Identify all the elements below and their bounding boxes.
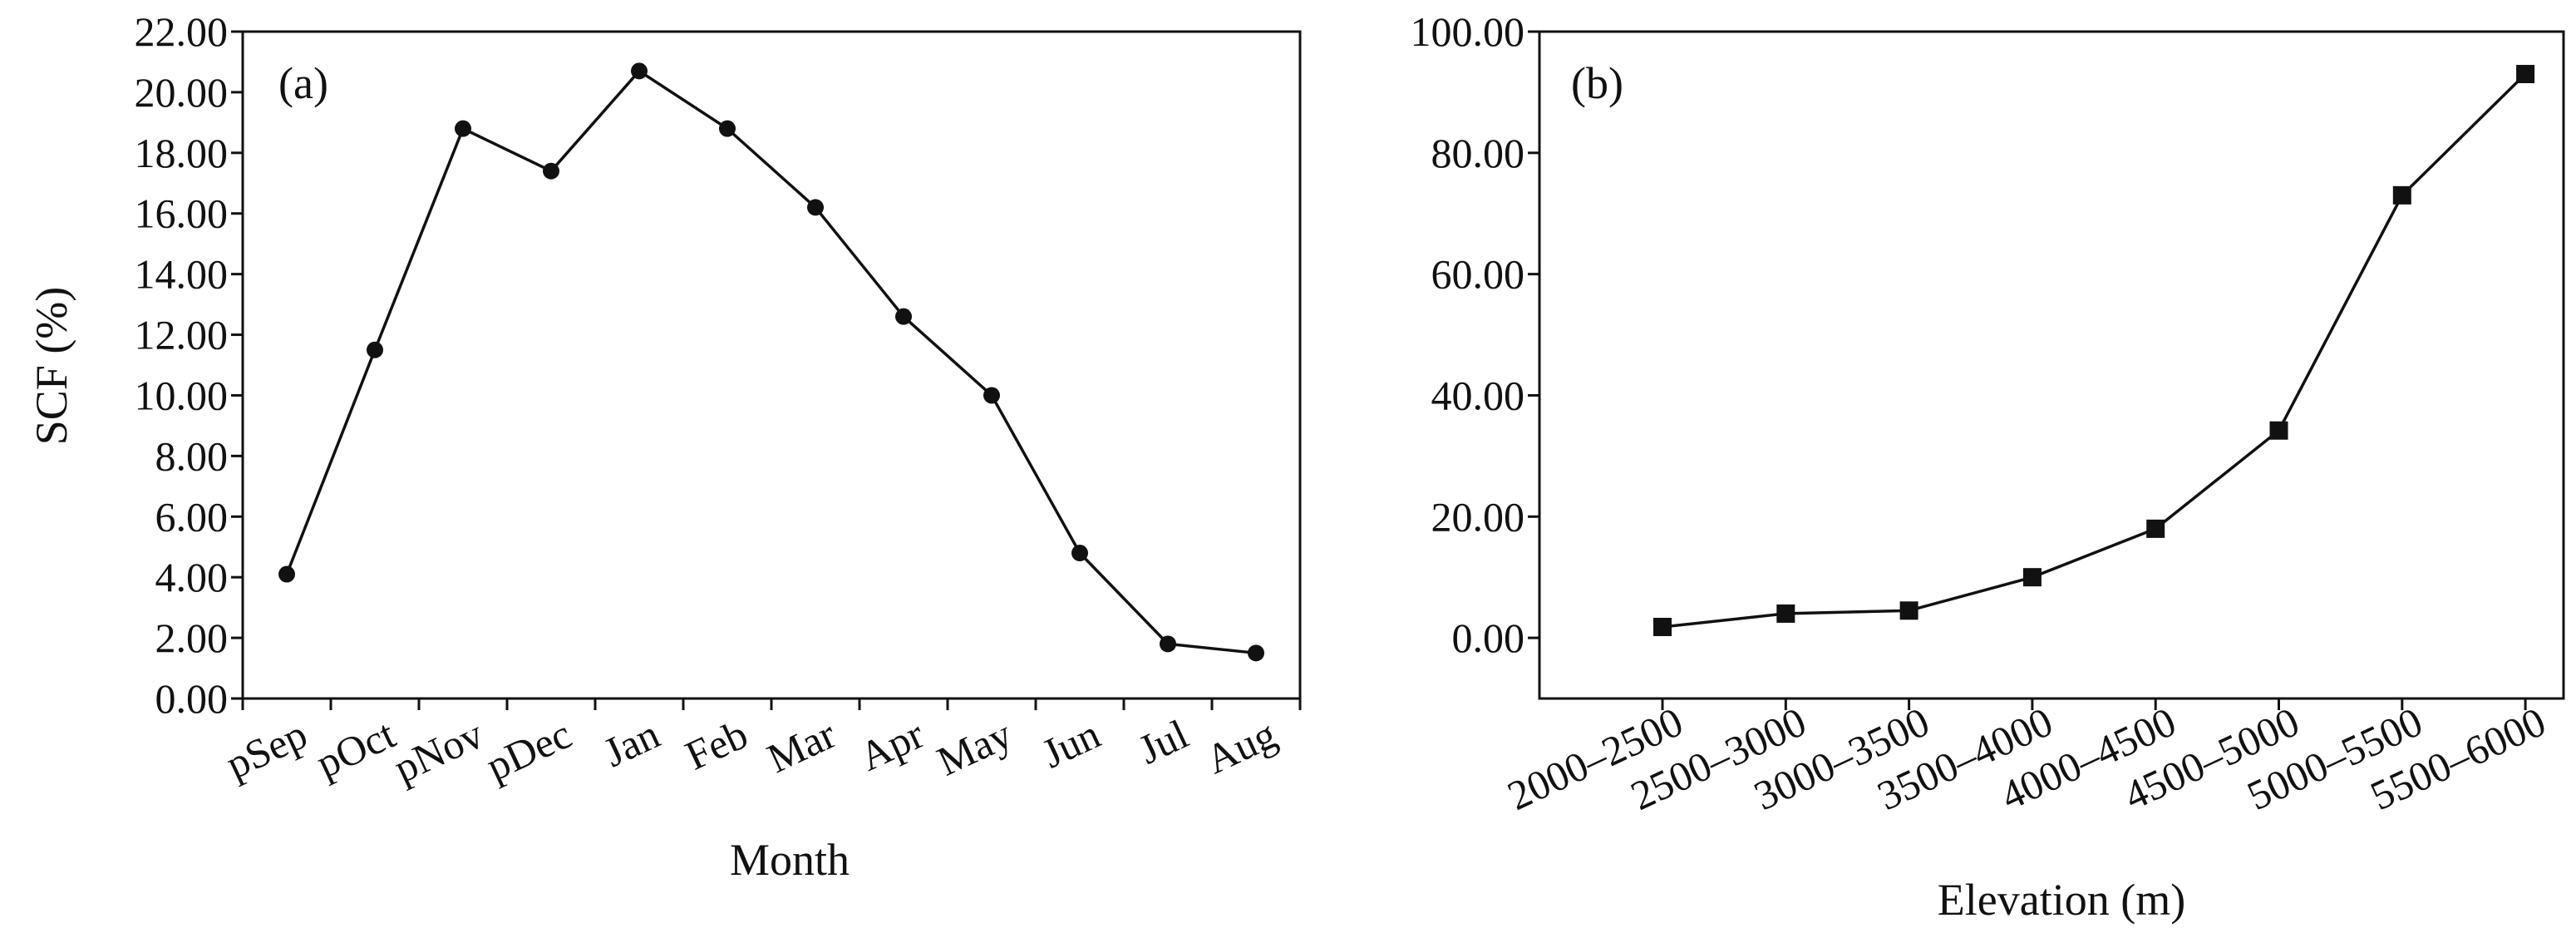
- b-data-point: [2146, 519, 2165, 538]
- panel-a-x-axis-title: Month: [730, 835, 850, 885]
- a-x-tick-label: Mar: [760, 710, 842, 782]
- a-data-point: [1160, 635, 1176, 653]
- b-y-tick-label: 60.00: [1431, 251, 1525, 298]
- panel-b-scf-by-elevation: (b) Elevation (m) 0.00 20.00 40.00 60.00 80.…: [1411, 8, 2565, 925]
- panel-a-label: (a): [278, 58, 328, 108]
- a-y-tick-label: 6.00: [155, 493, 229, 540]
- b-data-point: [1653, 617, 1672, 636]
- a-x-tick-label: Jul: [1131, 710, 1195, 773]
- a-x-tick-label: pNov: [387, 710, 490, 792]
- a-x-tick-label: Feb: [678, 710, 755, 778]
- a-y-tick-label: 22.00: [135, 8, 229, 55]
- panel-a-series-line: [285, 69, 1257, 655]
- a-x-tick-label: Apr: [853, 710, 931, 780]
- b-data-point: [2022, 568, 2042, 587]
- panel-b-series-line: [1662, 72, 2527, 629]
- a-y-tick-label: 18.00: [135, 130, 229, 176]
- b-data-point: [1899, 601, 1918, 620]
- panel-b-x-axis-title: Elevation (m): [1938, 875, 2185, 925]
- a-y-tick-label: 16.00: [135, 190, 229, 237]
- b-y-tick-label: 80.00: [1431, 130, 1525, 176]
- a-x-tick-label: Jun: [1035, 710, 1107, 777]
- a-y-tick-label: 20.00: [135, 69, 229, 116]
- panel-b-label: (b): [1571, 58, 1623, 108]
- b-y-tick-label: 100.00: [1411, 8, 1525, 55]
- panel-a-scf-by-month: (a) Month SCF (%) 0.00 2.00 4.00 6.00 8.00 10…: [27, 8, 1302, 885]
- a-y-tick-label: 8.00: [155, 432, 229, 479]
- b-data-point: [2516, 65, 2535, 84]
- a-y-tick-label: 4.00: [155, 554, 229, 600]
- a-data-point: [631, 62, 648, 80]
- panel-a-frame: [241, 30, 1302, 700]
- a-data-point: [1071, 545, 1088, 562]
- a-y-tick-label: 2.00: [155, 615, 229, 661]
- b-data-point: [2392, 185, 2411, 205]
- a-data-point: [983, 387, 1000, 404]
- a-data-point: [1248, 644, 1264, 662]
- panel-b-frame: [1538, 30, 2565, 700]
- a-x-tick-label: Jan: [597, 710, 667, 776]
- panel-a-y-axis-title: SCF (%): [27, 287, 76, 446]
- a-data-point: [719, 120, 736, 137]
- b-data-point: [1776, 604, 1795, 623]
- b-y-tick-label: 0.00: [1452, 615, 1525, 661]
- a-y-tick-label: 14.00: [135, 251, 229, 298]
- a-data-point: [895, 308, 912, 325]
- a-data-point: [455, 120, 471, 137]
- a-data-point: [807, 199, 824, 216]
- a-data-point: [367, 341, 383, 358]
- a-data-point: [278, 565, 295, 583]
- a-x-tick-label: pDec: [479, 710, 578, 789]
- b-y-tick-label: 40.00: [1431, 372, 1525, 418]
- a-y-tick-label: 12.00: [135, 312, 229, 358]
- a-x-tick-label: Aug: [1199, 710, 1283, 782]
- a-y-tick-label: 0.00: [155, 675, 229, 722]
- a-x-tick-label: pSep: [219, 710, 313, 787]
- a-data-point: [543, 162, 559, 180]
- b-data-point: [2269, 421, 2288, 440]
- a-y-tick-label: 10.00: [135, 372, 229, 418]
- a-x-tick-label: May: [930, 710, 1019, 784]
- b-y-tick-label: 20.00: [1431, 493, 1525, 540]
